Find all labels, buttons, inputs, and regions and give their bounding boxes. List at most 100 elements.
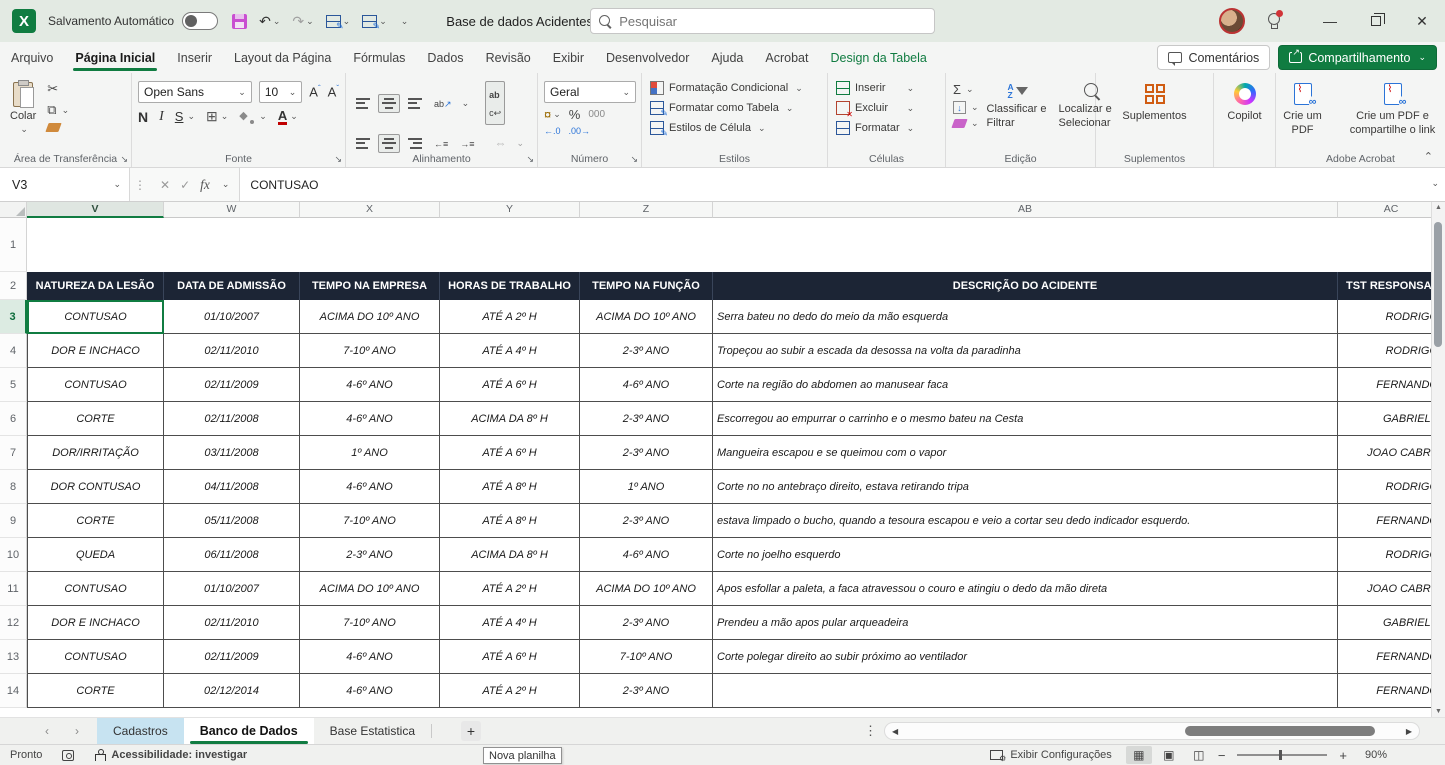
row-header-7[interactable]: 7 (0, 436, 27, 470)
dialog-launcher-icon[interactable] (630, 154, 638, 165)
fill-color-button[interactable] (239, 111, 253, 123)
tab-revisao[interactable]: Revisão (475, 42, 542, 73)
vertical-scroll-thumb[interactable] (1434, 222, 1442, 347)
tab-pagina-inicial[interactable]: Página Inicial (64, 42, 166, 73)
cell[interactable]: 4-6º ANO (300, 470, 440, 504)
prev-sheet-button[interactable]: ‹ (45, 724, 49, 738)
tab-acrobat[interactable]: Acrobat (754, 42, 819, 73)
align-right-button[interactable] (404, 134, 426, 153)
font-size-select[interactable]: 10 (259, 81, 302, 103)
cell[interactable]: 02/11/2010 (164, 606, 300, 640)
cell[interactable]: Mangueira escapou e se queimou com o vap… (713, 436, 1338, 470)
row-header-6[interactable]: 6 (0, 402, 27, 436)
cell[interactable]: Serra bateu no dedo do meio da mão esque… (713, 300, 1338, 334)
align-left-button[interactable] (352, 134, 374, 153)
conditional-formatting-button[interactable]: Formatação Condicional (646, 79, 807, 97)
autosum-button[interactable]: Σ (950, 81, 982, 98)
row-header-11[interactable]: 11 (0, 572, 27, 606)
number-format-select[interactable]: Geral (544, 81, 636, 103)
header-data-admissao[interactable]: DATA DE ADMISSÃO (164, 272, 300, 300)
page-break-view-button[interactable]: ◫ (1186, 746, 1212, 764)
tab-dados[interactable]: Dados (416, 42, 474, 73)
scroll-right-icon[interactable] (1406, 727, 1412, 736)
cell[interactable]: 7-10º ANO (580, 640, 713, 674)
zoom-slider-thumb[interactable] (1279, 750, 1282, 760)
cell[interactable]: FERNANDO (1338, 674, 1445, 708)
cell[interactable]: ATÉ A 4º H (440, 606, 580, 640)
cut-button[interactable]: ✂ (44, 80, 72, 98)
cell[interactable]: 4-6º ANO (300, 368, 440, 402)
display-settings-button[interactable]: Exibir Configurações (980, 749, 1122, 761)
table-quick-button-2[interactable] (358, 12, 391, 31)
percent-style-button[interactable]: % (569, 107, 581, 122)
cell[interactable]: 03/11/2008 (164, 436, 300, 470)
sort-filter-button[interactable]: AZ Classificar e Filtrar (982, 77, 1054, 151)
bold-button[interactable]: N (138, 109, 148, 125)
align-middle-button[interactable] (378, 94, 400, 113)
cell[interactable]: ACIMA DA 8º H (440, 538, 580, 572)
vertical-scrollbar[interactable] (1431, 202, 1445, 717)
cell[interactable]: 04/11/2008 (164, 470, 300, 504)
create-pdf-share-button[interactable]: Crie um PDF e compartilhe o link (1335, 77, 1445, 151)
dialog-launcher-icon[interactable] (120, 154, 128, 165)
cell[interactable]: 4-6º ANO (580, 368, 713, 402)
cancel-entry-button[interactable]: ✕ (160, 178, 170, 192)
header-tempo-empresa[interactable]: TEMPO NA EMPRESA (300, 272, 440, 300)
cell[interactable]: ACIMA DO 10º ANO (580, 300, 713, 334)
accounting-format-button[interactable]: ¤ (544, 107, 551, 122)
tab-design-da-tabela[interactable]: Design da Tabela (819, 42, 937, 73)
cell[interactable]: 4-6º ANO (300, 640, 440, 674)
cell[interactable]: Corte no joelho esquerdo (713, 538, 1338, 572)
comma-style-button[interactable]: 000 (588, 109, 605, 120)
column-header-x[interactable]: X (300, 202, 440, 218)
align-bottom-button[interactable] (404, 94, 426, 113)
cell[interactable]: CONTUSAO (27, 640, 164, 674)
merge-center-button[interactable]: ⇔ (491, 132, 511, 154)
horizontal-scroll-thumb[interactable] (1185, 726, 1375, 736)
cell[interactable]: FERNANDO (1338, 640, 1445, 674)
sheet-tab-cadastros[interactable]: Cadastros (97, 718, 184, 744)
sheet-tab-base-estatistica[interactable]: Base Estatistica (314, 718, 431, 744)
tab-desenvolvedor[interactable]: Desenvolvedor (595, 42, 700, 73)
cell[interactable]: CORTE (27, 674, 164, 708)
header-natureza[interactable]: NATUREZA DA LESÃO (27, 272, 164, 300)
cell[interactable]: DOR E INCHACO (27, 334, 164, 368)
addins-button[interactable]: Suplementos (1116, 77, 1192, 151)
cell[interactable]: ATÉ A 8º H (440, 470, 580, 504)
customize-qat-button[interactable] (395, 13, 413, 30)
create-pdf-button[interactable]: Crie um PDF (1271, 77, 1335, 151)
cell[interactable]: ATÉ A 2º H (440, 674, 580, 708)
excel-logo-icon[interactable]: X (12, 9, 36, 33)
avatar[interactable] (1219, 8, 1245, 34)
cell-styles-button[interactable]: Estilos de Célula (646, 119, 807, 137)
row-header-9[interactable]: 9 (0, 504, 27, 538)
row-header-13[interactable]: 13 (0, 640, 27, 674)
cell[interactable]: RODRIGO (1338, 538, 1445, 572)
cell[interactable]: ACIMA DO 10º ANO (300, 572, 440, 606)
cell[interactable]: 2-3º ANO (580, 674, 713, 708)
cell[interactable]: ATÉ A 6º H (440, 640, 580, 674)
cell[interactable]: 02/11/2009 (164, 640, 300, 674)
cell[interactable]: Escorregou ao empurrar o carrinho e o me… (713, 402, 1338, 436)
row-header-4[interactable]: 4 (0, 334, 27, 368)
cell[interactable]: Apos esfollar a paleta, a faca atravesso… (713, 572, 1338, 606)
select-all-button[interactable] (0, 202, 27, 218)
selected-cell-v3[interactable]: CONTUSAO (27, 300, 164, 334)
zoom-slider[interactable] (1237, 754, 1327, 756)
cell[interactable]: Tropeçou ao subir a escada da desossa na… (713, 334, 1338, 368)
name-box[interactable]: V3 (0, 168, 130, 201)
row-header-8[interactable]: 8 (0, 470, 27, 504)
format-as-table-button[interactable]: Formatar como Tabela (646, 99, 807, 117)
cell[interactable]: 2-3º ANO (580, 334, 713, 368)
cell[interactable]: 02/11/2010 (164, 334, 300, 368)
cell[interactable]: Corte no no antebraço direito, estava re… (713, 470, 1338, 504)
sheet-tab-banco-de-dados[interactable]: Banco de Dados (184, 718, 314, 744)
header-tempo-funcao[interactable]: TEMPO NA FUNÇÃO (580, 272, 713, 300)
restore-button[interactable] (1353, 0, 1399, 42)
cell[interactable]: RODRIGO (1338, 334, 1445, 368)
expand-formula-bar-button[interactable] (1431, 178, 1439, 189)
row-header-3[interactable]: 3 (0, 300, 27, 334)
header-descricao[interactable]: DESCRIÇÃO DO ACIDENTE (713, 272, 1338, 300)
increase-font-size-button[interactable]: Aˆ (309, 84, 320, 99)
search-box[interactable] (590, 8, 935, 34)
